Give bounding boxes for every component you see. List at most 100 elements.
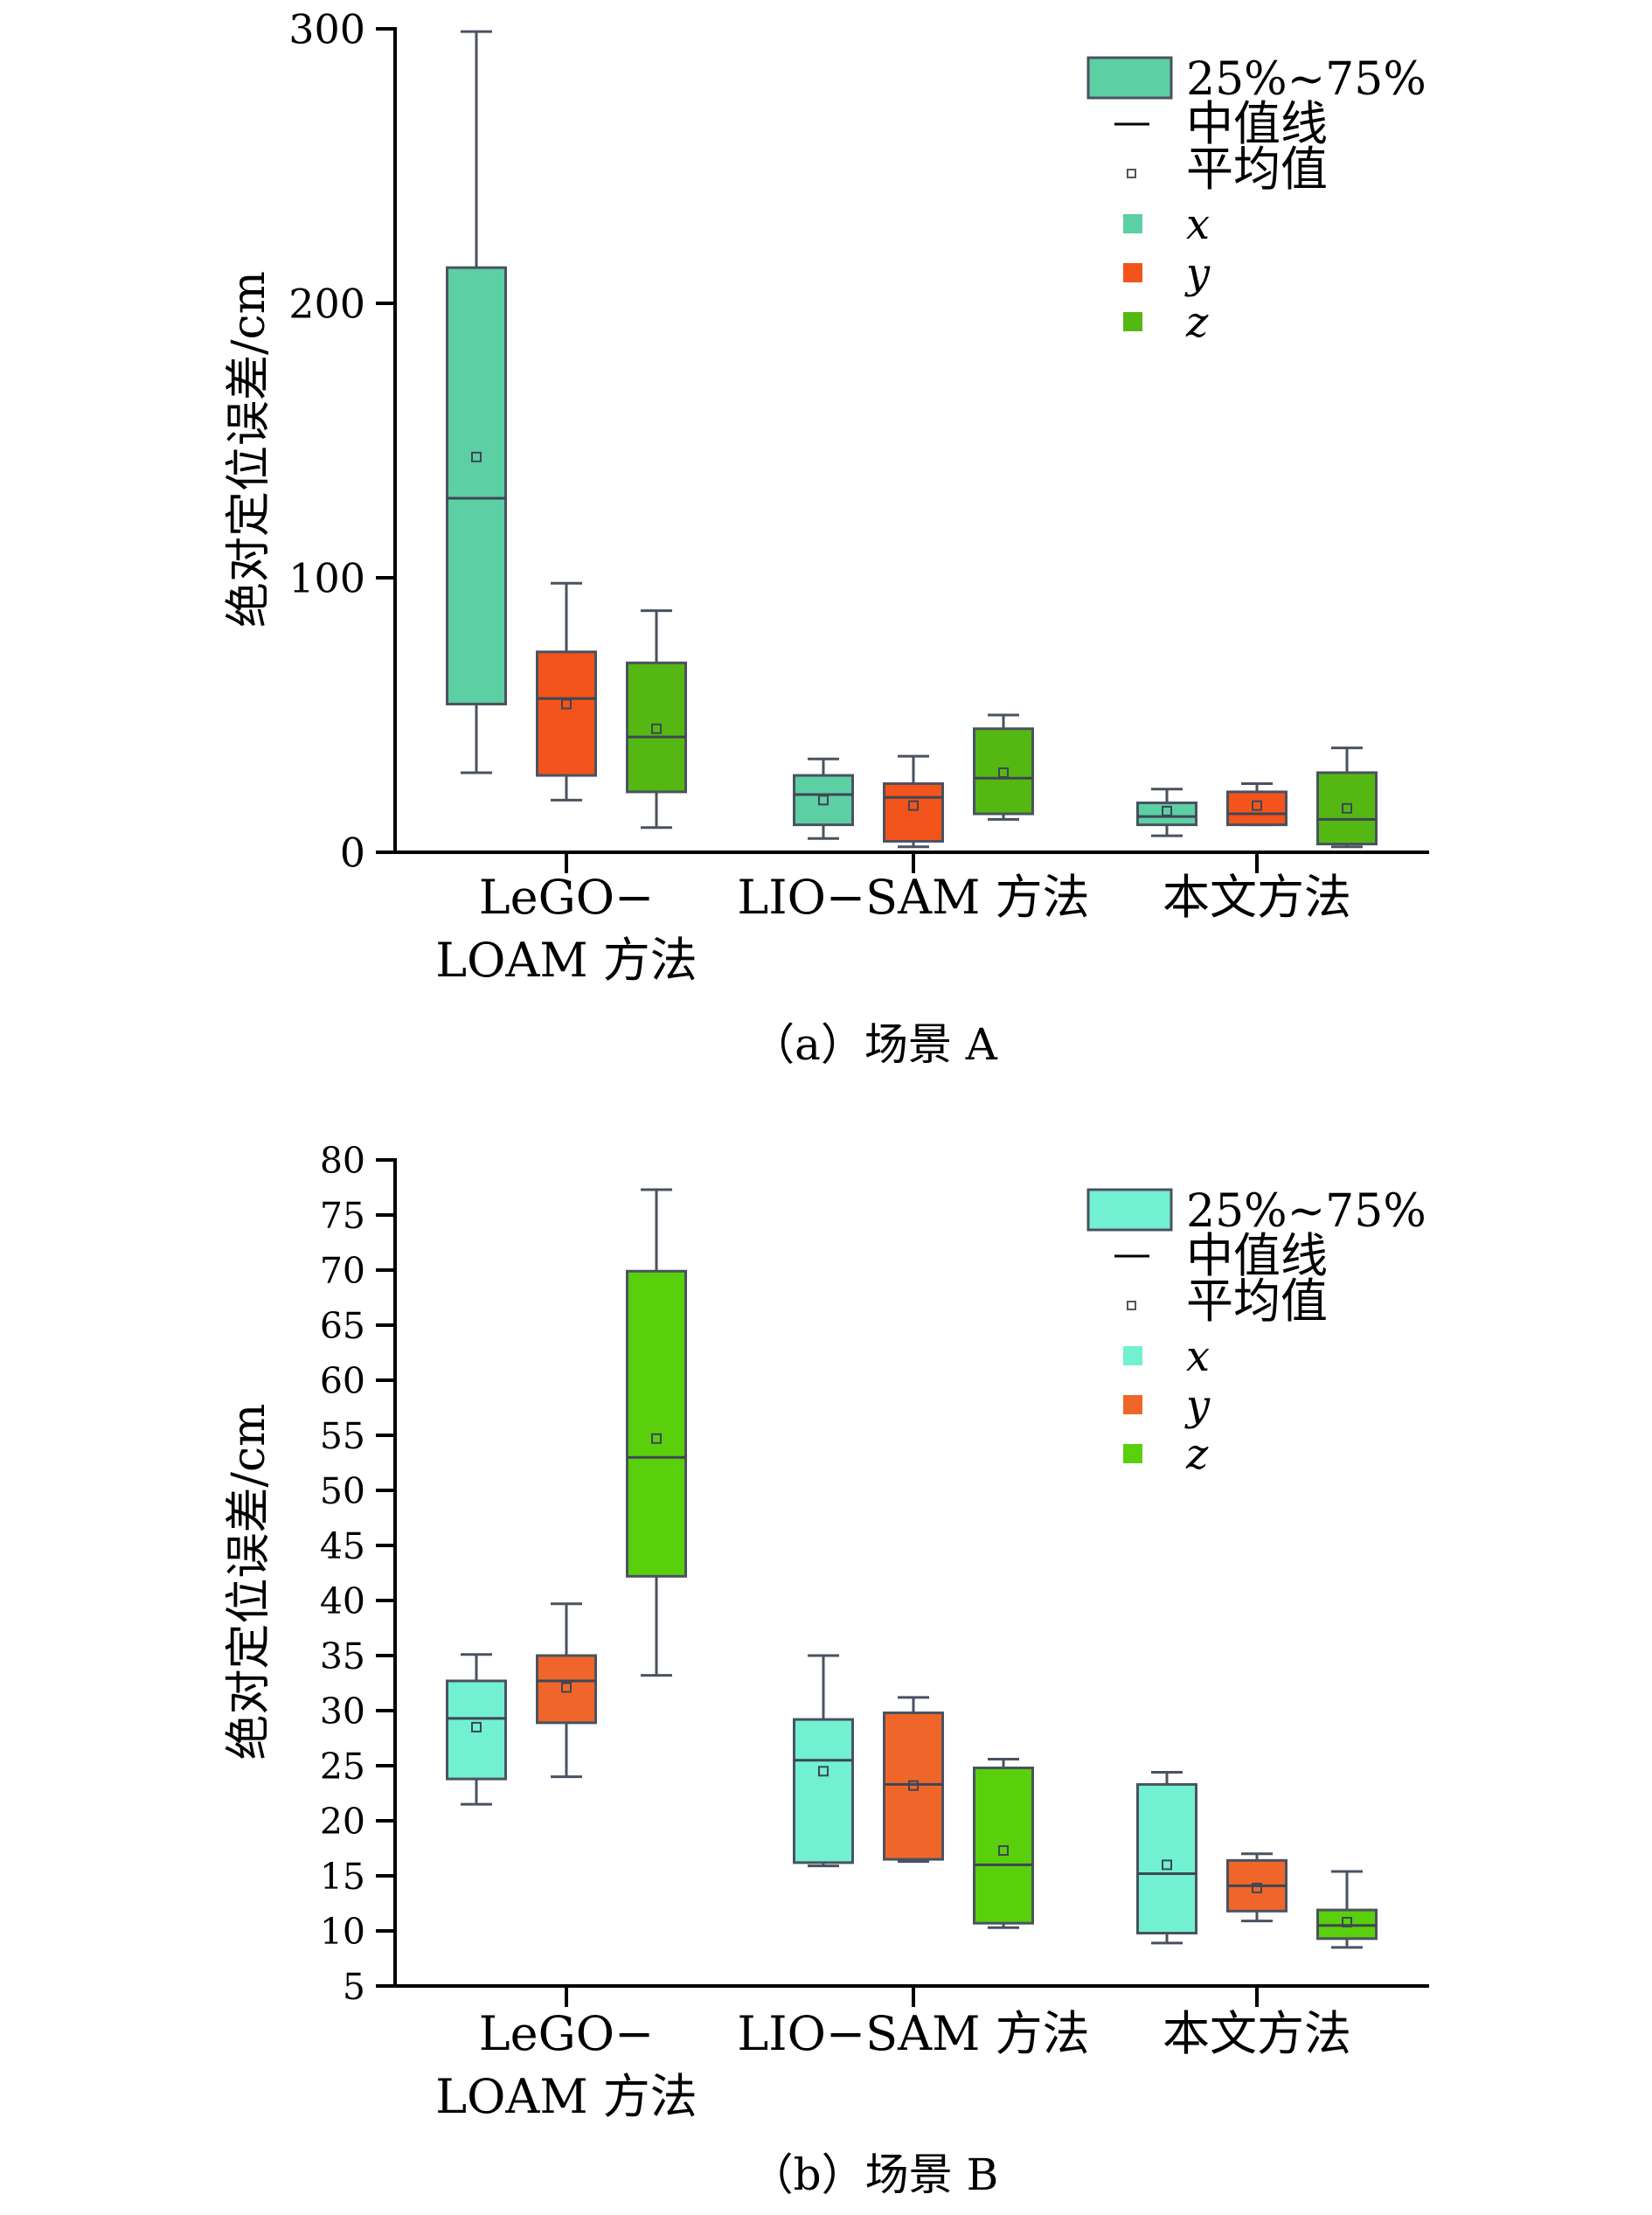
legend-range-swatch [1086, 1188, 1173, 1232]
y-tick-label: 20 [320, 1801, 365, 1843]
category-label: LIO−SAM 方法 [737, 870, 1089, 925]
y-tick-label: 45 [320, 1525, 365, 1567]
y-tick-label: 55 [320, 1415, 365, 1457]
y-tick-label: 80 [320, 1140, 365, 1182]
iqr-box [626, 1269, 687, 1578]
mean-marker [818, 795, 829, 806]
chart-panel-b: 5 10 15 20 25 30 35 40 45 50 55 60 65 70 75 80 绝对定位误差/cm… [223, 1140, 1429, 2200]
legend-range-label: 25%~75% [1186, 53, 1426, 106]
panel-caption: （a）场景 A [751, 1019, 998, 1070]
mean-marker [908, 1780, 919, 1791]
category-label: 本文方法 [1163, 870, 1351, 925]
y-tick-label: 200 [288, 281, 365, 328]
box-z-cat1 [973, 1757, 1034, 1929]
category-label: LeGO− [479, 870, 654, 925]
mean-marker [471, 451, 482, 462]
iqr-box [973, 727, 1034, 816]
y-tick-label: 100 [288, 555, 365, 602]
legend-median-label: 中值线 [1186, 96, 1328, 151]
mean-marker [1342, 1916, 1352, 1927]
mean-marker [561, 1682, 572, 1693]
y-axis-title: 绝对定位误差/cm [223, 271, 275, 628]
category-label: LOAM 方法 [435, 933, 698, 988]
y-tick-label: 30 [320, 1691, 365, 1732]
box-z-cat1 [973, 713, 1034, 821]
chart-panel-a: 0 100 200 300 绝对定位误差/cm LeGO− LOAM 方法 LIO−SAM 方… [223, 6, 1429, 1070]
box-y-cat2 [1226, 782, 1288, 827]
box-y-cat0 [536, 581, 597, 802]
box-x-cat0 [446, 30, 507, 774]
iqr-box [793, 1718, 854, 1864]
mean-marker [1162, 805, 1172, 816]
y-tick-label: 60 [320, 1360, 365, 1402]
mean-marker [1162, 1859, 1172, 1871]
legend-series-label-z: z [1185, 298, 1209, 347]
mean-marker [1342, 802, 1352, 814]
panel-caption: （b）场景 B [750, 2149, 999, 2200]
y-tick-label: 15 [320, 1856, 365, 1898]
box-y-cat2 [1226, 1852, 1288, 1923]
y-tick-label: 50 [320, 1470, 365, 1512]
box-x-cat2 [1136, 788, 1197, 837]
legend-mean-marker [1127, 169, 1136, 178]
box-x-cat2 [1136, 1771, 1197, 1945]
mean-marker [998, 1845, 1009, 1857]
iqr-box [1316, 771, 1378, 846]
legend-series-label-y: y [1184, 1381, 1211, 1430]
box-z-cat2 [1316, 1870, 1378, 1949]
legend-swatch-y [1123, 1395, 1142, 1414]
y-axis-title: 绝对定位误差/cm [223, 1404, 275, 1760]
box-x-cat0 [446, 1653, 507, 1806]
box-x-cat1 [793, 757, 854, 840]
iqr-box [1226, 790, 1288, 827]
y-tick-label: 75 [320, 1195, 365, 1237]
mean-marker [998, 767, 1009, 778]
category-label: LOAM 方法 [435, 2069, 698, 2124]
box-z-cat0 [626, 609, 687, 830]
mean-marker [651, 1433, 662, 1444]
y-tick-label: 70 [320, 1250, 365, 1292]
legend-range-swatch [1086, 56, 1173, 100]
box-y-cat0 [536, 1602, 597, 1779]
mean-marker [651, 723, 662, 734]
legend-swatch-x [1123, 214, 1142, 233]
legend-series-label-x: x [1186, 200, 1210, 249]
legend-swatch-x [1123, 1346, 1142, 1365]
legend-series-label-y: y [1184, 249, 1211, 298]
mean-marker [561, 698, 572, 710]
y-tick-label: 40 [320, 1580, 365, 1622]
legend-swatch-z [1123, 312, 1142, 331]
box-z-cat0 [626, 1188, 687, 1677]
legend-mean-label: 平均值 [1186, 142, 1328, 197]
iqr-box [446, 1679, 507, 1781]
iqr-box [536, 650, 597, 777]
iqr-box [793, 774, 854, 827]
y-tick-label: 10 [320, 1911, 365, 1953]
box-y-cat1 [883, 754, 944, 849]
category-label: LIO−SAM 方法 [737, 2006, 1089, 2061]
legend-swatch-z [1123, 1444, 1142, 1463]
y-tick-label: 35 [320, 1635, 365, 1677]
y-tick-label: 5 [343, 1966, 365, 2008]
iqr-box [626, 661, 687, 794]
iqr-box [446, 266, 507, 705]
box-y-cat1 [883, 1696, 944, 1864]
iqr-box [883, 1712, 944, 1861]
y-tick-label: 0 [340, 830, 365, 877]
legend-median-label: 中值线 [1186, 1228, 1328, 1283]
legend-swatch-y [1123, 263, 1142, 282]
legend-range-label: 25%~75% [1186, 1185, 1426, 1238]
legend-mean-label: 平均值 [1186, 1274, 1328, 1329]
y-tick-label: 25 [320, 1746, 365, 1788]
mean-marker [818, 1766, 829, 1777]
mean-marker [1252, 1882, 1262, 1893]
box-x-cat1 [793, 1654, 854, 1868]
iqr-box [1136, 1782, 1197, 1935]
legend-series-label-x: x [1186, 1332, 1210, 1381]
y-tick-label: 65 [320, 1305, 365, 1347]
iqr-box [883, 782, 944, 843]
legend-series-label-z: z [1185, 1430, 1209, 1479]
